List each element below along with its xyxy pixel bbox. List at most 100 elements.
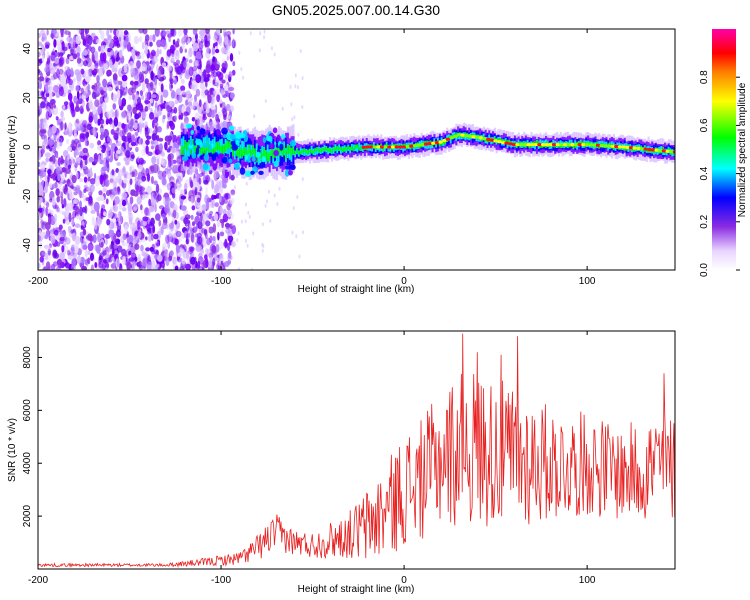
spectrogram-noise-cell bbox=[68, 37, 74, 48]
spectrogram-noise-cell bbox=[134, 177, 138, 183]
spectrogram-noise-cell bbox=[71, 140, 77, 150]
spectrogram-noise-cell bbox=[208, 226, 215, 234]
spectrogram-noise-cell bbox=[294, 73, 297, 78]
spectrogram-noise-cell bbox=[39, 256, 44, 263]
spectrogram-noise-cell bbox=[50, 235, 56, 244]
spectrogram-noise-cell bbox=[244, 239, 247, 243]
spectrogram-x-tick-label: -200 bbox=[28, 276, 48, 287]
spectrogram-noise-cell bbox=[167, 240, 171, 249]
spectrogram-noise-cell bbox=[151, 250, 156, 255]
spectrogram-noise-cell bbox=[145, 145, 149, 155]
spectrogram-noise-cell bbox=[174, 258, 177, 266]
spectrogram-noise-cell bbox=[195, 51, 202, 60]
spectrogram-noise-cell bbox=[197, 256, 204, 265]
spectrogram-noise-cell bbox=[181, 104, 187, 111]
spectrogram-ridge-cell bbox=[200, 154, 204, 160]
spectrogram-noise-cell bbox=[296, 195, 299, 199]
spectrogram-noise-cell bbox=[222, 213, 229, 223]
spectrogram-noise-cell bbox=[74, 161, 79, 168]
spectrogram-ridge-cell bbox=[188, 139, 191, 149]
spectrogram-ridge-cell bbox=[204, 153, 209, 162]
spectrogram-noise-cell bbox=[118, 214, 123, 224]
spectrogram-noise-cell bbox=[134, 243, 140, 251]
spectrogram-ridge-cell bbox=[245, 170, 252, 177]
spectrogram-noise-cell bbox=[132, 106, 138, 115]
spectrogram-noise-cell bbox=[145, 34, 150, 42]
spectrogram-ridge-cell bbox=[283, 144, 286, 154]
spectrogram-noise-cell bbox=[240, 219, 243, 224]
spectrogram-ridge-cell bbox=[189, 138, 193, 146]
spectrogram-noise-cell bbox=[252, 231, 255, 236]
spectrogram-noise-cell bbox=[108, 209, 113, 219]
spectrogram-noise-cell bbox=[86, 123, 92, 131]
spectrogram-noise-cell bbox=[151, 94, 157, 99]
spectrogram-noise-cell bbox=[194, 112, 200, 120]
spectrogram-noise-cell bbox=[121, 207, 127, 212]
spectrogram-noise-cell bbox=[81, 265, 87, 270]
spectrogram-ridge-cell bbox=[250, 170, 255, 175]
spectrogram-ridge-cell bbox=[268, 138, 271, 160]
spectrogram-ridge-cell bbox=[226, 153, 230, 158]
spectrogram-ridge-cell bbox=[455, 132, 458, 137]
spectrogram-noise-cell bbox=[93, 82, 98, 92]
spectrogram-noise-cell bbox=[71, 265, 76, 270]
spectrogram-noise-cell bbox=[106, 198, 109, 205]
spectrogram-noise-cell bbox=[63, 159, 69, 168]
spectrogram-noise-cell bbox=[92, 106, 97, 115]
spectrogram-noise-cell bbox=[180, 78, 185, 85]
spectrogram-noise-cell bbox=[138, 71, 143, 80]
spectrogram-noise-cell bbox=[215, 41, 218, 47]
spectrogram-noise-cell bbox=[212, 79, 216, 85]
spectrogram-noise-cell bbox=[40, 44, 45, 53]
spectrogram-noise-cell bbox=[44, 180, 49, 189]
spectrogram-ridge-cell bbox=[429, 142, 432, 149]
spectrogram-noise-cell bbox=[170, 147, 176, 154]
spectrogram-noise-cell bbox=[194, 94, 197, 102]
spectrogram-ridge-cell bbox=[276, 134, 281, 143]
spectrogram-ridge-cell bbox=[261, 156, 266, 163]
spectrogram-ridge-cell bbox=[288, 170, 293, 176]
spectrogram-noise-cell bbox=[114, 109, 118, 119]
spectrogram-noise-cell bbox=[46, 29, 49, 36]
spectrogram-noise-cell bbox=[133, 203, 139, 210]
spectrogram-noise-cell bbox=[107, 38, 114, 49]
spectrogram-noise-cell bbox=[221, 177, 225, 186]
spectrogram-noise-cell bbox=[176, 136, 182, 145]
spectrogram-noise-cell bbox=[115, 79, 120, 90]
spectrogram-noise-cell bbox=[41, 122, 48, 129]
spectrogram-noise-cell bbox=[169, 78, 174, 85]
spectrogram-noise-cell bbox=[69, 193, 74, 200]
spectrogram-noise-cell bbox=[166, 104, 171, 112]
spectrogram-noise-cell bbox=[117, 239, 121, 245]
spectrogram-noise-cell bbox=[103, 178, 110, 188]
spectrogram-ridge-cell bbox=[234, 163, 240, 171]
spectrogram-noise-cell bbox=[81, 99, 86, 108]
spectrogram-noise-cell bbox=[123, 30, 129, 36]
spectrogram-noise-cell bbox=[50, 108, 55, 115]
spectrogram-noise-cell bbox=[61, 245, 65, 253]
spectrogram-noise-cell bbox=[152, 224, 156, 234]
spectrogram-ridge-cell bbox=[303, 149, 306, 156]
spectrogram-noise-cell bbox=[80, 68, 85, 75]
spectrogram-noise-cell bbox=[223, 114, 227, 121]
spectrogram-noise-cell bbox=[151, 260, 156, 268]
spectrogram-ridge-cell bbox=[325, 146, 328, 151]
spectrogram-noise-cell bbox=[132, 51, 136, 60]
spectrogram-noise-cell bbox=[206, 46, 211, 54]
spectrogram-noise-cell bbox=[193, 256, 197, 262]
spectrogram-ridge-cell bbox=[239, 147, 242, 156]
spectrogram-noise-cell bbox=[186, 53, 190, 59]
spectrogram-noise-cell bbox=[48, 182, 53, 189]
spectrogram-ridge-cell bbox=[212, 163, 218, 171]
spectrogram-ridge-cell bbox=[671, 149, 674, 157]
spectrogram-noise-cell bbox=[58, 224, 63, 230]
spectrogram-noise-cell bbox=[86, 140, 90, 146]
spectrogram-noise-cell bbox=[107, 86, 113, 92]
spectrogram-noise-cell bbox=[77, 146, 84, 152]
spectrogram-noise-cell bbox=[38, 262, 41, 269]
spectrogram-ridge-cell bbox=[267, 135, 273, 142]
spectrogram-noise-cell bbox=[116, 245, 123, 253]
spectrogram-noise-cell bbox=[60, 195, 64, 205]
spectrogram-noise-cell bbox=[214, 48, 220, 54]
spectrogram-ridge-cell bbox=[409, 145, 412, 150]
